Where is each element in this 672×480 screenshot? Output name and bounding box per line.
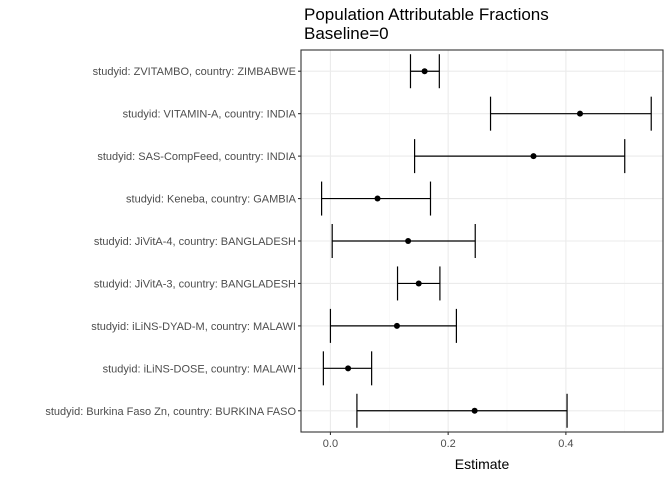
chart-subtitle: Baseline=0 [304,24,389,43]
x-axis-ticks: 0.0 0.2 0.4 [323,432,574,450]
x-axis-title: Estimate [455,456,510,472]
y-tick-label: studyid: Keneba, country: GAMBIA [126,194,297,206]
x-tick-label: 0.0 [323,438,338,450]
y-tick-label: studyid: JiVitA-3, country: BANGLADESH [94,278,296,290]
estimate-point [393,322,400,329]
estimate-point [471,407,478,414]
estimate-point [530,153,537,160]
y-axis-ticks: studyid: ZVITAMBO, country: ZIMBABWE stud… [45,66,301,418]
y-tick-label: studyid: iLiNS-DYAD-M, country: MALAWI [91,321,296,333]
y-tick-label: studyid: Burkina Faso Zn, country: BURKI… [45,406,296,418]
y-tick-label: studyid: JiVitA-4, country: BANGLADESH [94,236,296,248]
estimate-point [577,110,584,117]
x-tick-label: 0.2 [441,438,456,450]
plot-marks [321,54,652,428]
estimate-point [374,195,381,202]
estimate-point [415,280,422,287]
estimate-point [345,365,352,372]
y-tick-label: studyid: ZVITAMBO, country: ZIMBABWE [93,66,296,78]
y-tick-label: studyid: VITAMIN-A, country: INDIA [123,109,297,121]
estimate-point [405,238,412,244]
x-tick-label: 0.4 [558,438,573,450]
chart-title: Population Attributable Fractions [304,5,549,24]
estimate-point [421,68,428,75]
y-tick-label: studyid: iLiNS-DOSE, country: MALAWI [103,363,296,375]
y-tick-label: studyid: SAS-CompFeed, country: INDIA [97,151,296,163]
